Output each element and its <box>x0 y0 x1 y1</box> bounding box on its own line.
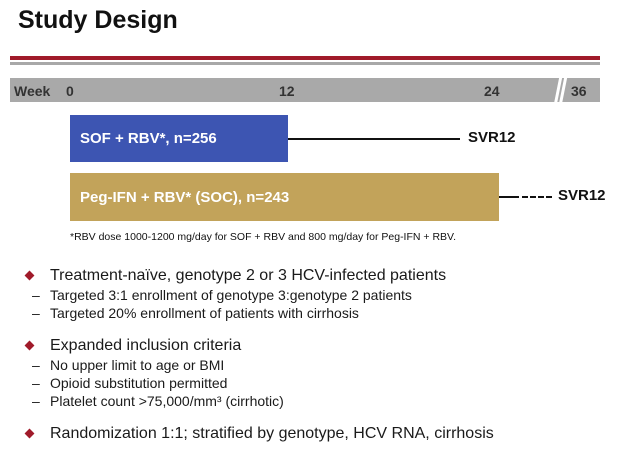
sub-bullet-text: Targeted 3:1 enrollment of genotype 3:ge… <box>50 287 412 303</box>
arm-sof-rbv-endpoint: SVR12 <box>468 129 516 146</box>
sub-bullet-text: No upper limit to age or BMI <box>50 357 225 373</box>
dose-footnote: *RBV dose 1000-1200 mg/day for SOF + RBV… <box>70 231 456 243</box>
sub-bullet-item: – No upper limit to age or BMI <box>22 356 612 374</box>
week-timeline-bar <box>10 78 600 102</box>
bullet-group: Randomization 1:1; stratified by genotyp… <box>22 424 612 444</box>
bullet-group: Expanded inclusion criteria – No upper li… <box>22 336 612 410</box>
arm-sof-rbv-box: SOF + RBV*, n=256 <box>70 115 288 162</box>
page-title: Study Design <box>18 6 178 34</box>
sub-bullet-text: Opioid substitution permitted <box>50 375 228 391</box>
timeline-tick-0: 0 <box>66 83 74 99</box>
timeline-tick-36: 36 <box>571 83 587 99</box>
bullet-group: Treatment-naïve, genotype 2 or 3 HCV-inf… <box>22 266 612 322</box>
sub-bullet-text: Targeted 20% enrollment of patients with… <box>50 305 359 321</box>
arm-peg-ifn-endpoint: SVR12 <box>558 187 606 204</box>
arm-sof-rbv-followup-line <box>288 138 460 140</box>
dash-icon: – <box>32 375 40 391</box>
bullet-text: Treatment-naïve, genotype 2 or 3 HCV-inf… <box>50 267 447 284</box>
timeline-tick-24: 24 <box>484 83 500 99</box>
sub-bullet-item: – Platelet count >75,000/mm³ (cirrhotic) <box>22 392 612 410</box>
bullet-item: Randomization 1:1; stratified by genotyp… <box>22 424 612 444</box>
diamond-bullet-icon <box>24 270 35 281</box>
sub-bullet-item: – Targeted 3:1 enrollment of genotype 3:g… <box>22 286 612 304</box>
axis-break-icon <box>553 75 568 107</box>
title-divider-gray <box>10 62 600 65</box>
dash-icon: – <box>32 393 40 409</box>
arm-peg-ifn-rbv-box: Peg-IFN + RBV* (SOC), n=243 <box>70 173 499 221</box>
dash-icon: – <box>32 357 40 373</box>
dash-icon: – <box>32 287 40 303</box>
arm-peg-ifn-followup-solid-line <box>499 196 519 198</box>
bullet-text: Randomization 1:1; stratified by genotyp… <box>50 425 494 442</box>
bullet-list: Treatment-naïve, genotype 2 or 3 HCV-inf… <box>22 266 612 458</box>
bullet-item: Treatment-naïve, genotype 2 or 3 HCV-inf… <box>22 266 612 286</box>
sub-bullet-item: – Opioid substitution permitted <box>22 374 612 392</box>
arm-peg-ifn-followup-dashed-line <box>522 196 552 198</box>
timeline-tick-12: 12 <box>279 83 295 99</box>
title-divider-red <box>10 56 600 60</box>
sub-bullet-text: Platelet count >75,000/mm³ (cirrhotic) <box>50 393 284 409</box>
bullet-item: Expanded inclusion criteria <box>22 336 612 356</box>
diamond-bullet-icon <box>24 428 35 439</box>
sub-bullet-item: – Targeted 20% enrollment of patients wit… <box>22 304 612 322</box>
dash-icon: – <box>32 305 40 321</box>
timeline-week-label: Week <box>14 83 51 99</box>
diamond-bullet-icon <box>24 340 35 351</box>
bullet-text: Expanded inclusion criteria <box>50 337 242 354</box>
